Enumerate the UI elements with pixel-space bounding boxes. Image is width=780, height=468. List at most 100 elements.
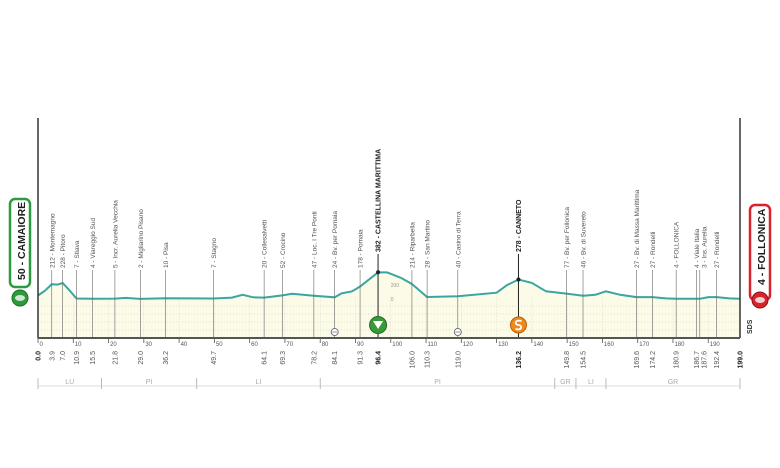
elevation-tick-label: 0 — [391, 297, 394, 303]
waypoint-label: 20 - Collesalvetti — [262, 220, 269, 268]
waypoint-label: 7 - Stiava — [74, 240, 81, 268]
waypoint-label: 47 - Loc. I Tre Ponti — [311, 211, 318, 268]
waypoint-label: 27 - Rondelli — [714, 232, 721, 269]
start-badge — [8, 197, 32, 289]
km-label: 192.4 — [714, 351, 721, 369]
waypoint-label: 382 - CASTELLINA MARITTIMA — [376, 149, 383, 252]
waypoint-label: 4 - Viale Italia — [694, 228, 701, 268]
km-label: 64.1 — [262, 351, 269, 365]
profile-line-layer: 0 200 — [37, 271, 741, 303]
km-label: 199.0 — [738, 351, 745, 369]
x-tick-label: 40 — [181, 342, 188, 348]
x-tick-label: 100 — [392, 342, 403, 348]
waypoint-label: 3 - Ins. Aurelia — [702, 226, 709, 268]
waypoint-label: 178 - Pomaia — [358, 229, 365, 268]
km-label: 169.6 — [634, 351, 641, 369]
km-label: 186.7 — [694, 351, 701, 369]
km-label: 136.2 — [516, 351, 523, 369]
brand-logo: SDS — [747, 319, 754, 334]
x-tick-label: 160 — [604, 342, 615, 348]
region-label: LI — [256, 379, 262, 386]
x-tick-label: 50 — [216, 342, 223, 348]
km-label: 21.8 — [112, 351, 119, 365]
x-tick-label: 80 — [322, 342, 329, 348]
start-label: 50 - CAMAIORE — [16, 202, 28, 280]
km-label: 36.2 — [163, 351, 170, 365]
x-tick-label: 170 — [639, 342, 650, 348]
x-tick-label: 130 — [498, 342, 509, 348]
waypoint-label: 5 - Incr. Aurelia Vecchia — [112, 200, 119, 268]
sprint-s-icon — [514, 319, 523, 331]
km-label: 106.0 — [409, 351, 416, 369]
km-label: 49.7 — [211, 351, 218, 365]
km-label: 174.2 — [650, 351, 657, 369]
grid-layer — [38, 297, 740, 338]
km-label: 10.9 — [74, 351, 81, 365]
km-label: 7.0 — [60, 351, 67, 361]
x-tick-label: 90 — [357, 342, 364, 348]
km-label: 96.4 — [376, 351, 383, 365]
x-tick-label: 60 — [251, 342, 258, 348]
finish-label: 4 - FOLLONICA — [756, 208, 768, 285]
x-tick-label: 30 — [145, 342, 152, 348]
badge-layer: 50 - CAMAIORE 4 - FOLLONICA SDS — [8, 197, 772, 334]
km-label: 29.0 — [138, 351, 145, 365]
waypoint-label: 77 - Bv. per Follonica — [564, 207, 571, 268]
x-tick-label: 190 — [710, 342, 721, 348]
waypoint-label: 4 - FOLLONICA — [674, 221, 681, 268]
km-label: 119.0 — [455, 351, 462, 368]
waypoint-label: 52 - Crocino — [280, 232, 287, 268]
km-label: 91.3 — [358, 351, 365, 365]
km-label: 149.8 — [564, 351, 571, 369]
profile-fill — [38, 272, 740, 338]
km-label: 69.3 — [280, 351, 287, 365]
region-label: PI — [146, 379, 153, 386]
region-label: PI — [434, 379, 441, 386]
region-label: GR — [560, 379, 571, 386]
km-label: 78.2 — [311, 351, 318, 365]
waypoint-layer: 212 - Montemagno 228 - Pitoro 7 - Stiava 4 … — [49, 149, 721, 338]
waypoint-label: 212 - Montemagno — [49, 213, 56, 268]
km-label: 180.9 — [674, 351, 681, 369]
finish-cyclist-icon — [755, 297, 765, 303]
x-tick-label: 140 — [533, 342, 544, 348]
km-label: 15.5 — [90, 351, 97, 365]
x-tick-label: 0 — [40, 342, 44, 348]
x-tick-label: 180 — [674, 342, 685, 348]
profile-fill-layer — [38, 272, 740, 338]
waypoint-label: 7 - Stagno — [211, 238, 218, 268]
waypoint-label: 2 - Migliarino Pisano — [138, 209, 145, 268]
x-tick-label: 20 — [110, 342, 117, 348]
x-tick-label: 10 — [75, 342, 82, 348]
kom-triangle-icon — [373, 321, 384, 329]
elevation-tick-label: 200 — [391, 283, 400, 289]
waypoint-label: 214 - Riparbella — [409, 222, 416, 268]
profile-line — [37, 271, 741, 300]
region-label: LU — [65, 379, 74, 386]
km-label: 154.5 — [581, 351, 588, 369]
waypoint-label: 27 - Bv. di Massa Marittima — [634, 189, 641, 268]
waypoint-label: 24 - Bv. per Pomaia — [332, 211, 339, 268]
region-label: GR — [668, 379, 679, 386]
summit-dot — [516, 277, 521, 282]
region-layer: LU PI LI PI GR LI GR — [37, 378, 741, 389]
waypoint-label: 46 - Bv. di Suvereto — [581, 211, 588, 268]
x-tick-label: 110 — [428, 342, 438, 348]
km-label: 0.0 — [36, 351, 43, 361]
waypoint-label: 28 - San Martino — [425, 220, 432, 268]
x-tick-label: 150 — [569, 342, 580, 348]
km-label: 3.9 — [49, 351, 56, 361]
axis-layer: 0 10 20 30 40 50 60 70 80 90 100 110 120 130 140 150 160… — [36, 118, 745, 369]
waypoint-label: 27 - Rondelli — [650, 232, 657, 269]
waypoint-label: 228 - Pitoro — [60, 234, 67, 268]
waypoint-label: 10 - Pisa — [163, 242, 170, 268]
x-tick-label: 70 — [286, 342, 293, 348]
waypoint-label: 40 - Casino di Terra — [455, 211, 462, 268]
waypoint-label: 4 - Viareggio Sud — [90, 218, 97, 268]
km-label: 187.6 — [702, 351, 709, 369]
x-tick-label: 120 — [463, 342, 474, 348]
start-cyclist-icon — [15, 295, 25, 301]
summit-dot — [376, 270, 381, 275]
region-label: LI — [588, 379, 594, 386]
